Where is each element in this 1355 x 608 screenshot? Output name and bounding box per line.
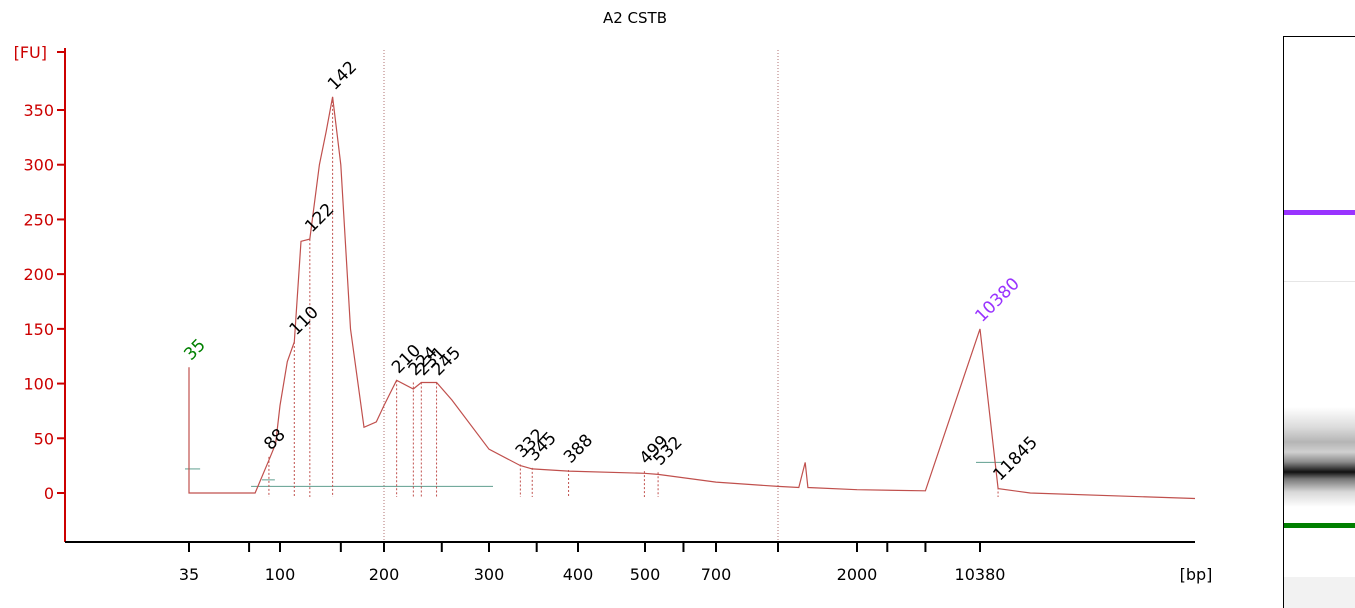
y-tick-label: 350 <box>23 101 54 120</box>
x-tick-label: 100 <box>265 565 296 584</box>
gel-lane <box>1283 36 1355 608</box>
x-tick-label: 300 <box>474 565 505 584</box>
x-axis-label: [bp] <box>1180 565 1213 584</box>
y-tick-label: 0 <box>44 484 54 503</box>
x-tick-label: 500 <box>630 565 661 584</box>
x-tick-label: 10380 <box>955 565 1006 584</box>
y-tick-label: 100 <box>23 375 54 394</box>
gel-faint-line <box>1284 281 1355 282</box>
y-tick-label: 300 <box>23 156 54 175</box>
y-tick-label: 150 <box>23 320 54 339</box>
peak-label: 142 <box>324 57 361 94</box>
x-tick-label: 700 <box>701 565 732 584</box>
y-tick-label: 250 <box>23 210 54 229</box>
gel-smear-band <box>1284 407 1355 507</box>
gel-bottom-shade <box>1284 577 1355 608</box>
x-tick-label: 2000 <box>837 565 878 584</box>
peak-label: 110 <box>286 302 323 339</box>
trace-line <box>188 96 1196 500</box>
x-tick-label: 35 <box>179 565 199 584</box>
peak-label: 10380 <box>971 274 1023 326</box>
peak-label: 35 <box>180 335 209 364</box>
y-tick-label: 50 <box>34 429 54 448</box>
gel-upper-marker-band <box>1284 210 1355 215</box>
peak-label: 388 <box>560 430 597 467</box>
x-tick-label: 400 <box>563 565 594 584</box>
peak-label: 88 <box>260 425 289 454</box>
y-axis-label: [FU] <box>14 43 47 62</box>
y-tick-label: 200 <box>23 265 54 284</box>
peak-label: 11845 <box>989 433 1041 485</box>
chart-title: A2 CSTB <box>602 9 668 27</box>
electropherogram: [FU] 0 50 100 150 200 250 300 350 35 100 200 300 400 5… <box>14 43 1213 584</box>
x-tick-label: 200 <box>369 565 400 584</box>
gel-lower-marker-band <box>1284 523 1355 528</box>
